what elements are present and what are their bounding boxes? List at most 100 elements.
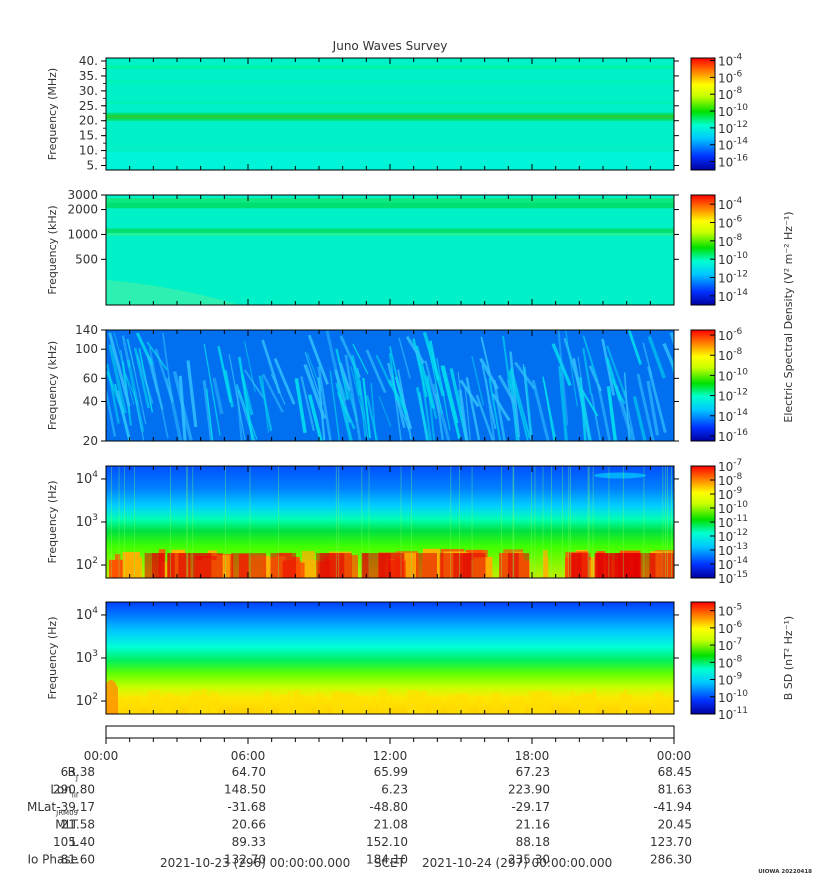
spectrogram-panel-1: 40.35.30.25.20.15.10.5. Frequency (MHz) 10… [46,53,748,173]
colorbar-label-electric: Electric Spectral Density (V² m⁻² Hz⁻¹) [782,211,795,422]
ephemeris-value: 6.23 [381,783,408,797]
colorbar-tick-label: 10-6 [718,327,743,343]
ytick-label: 500 [75,252,98,266]
colorbar-tick-label: 10-4 [718,53,743,69]
colorbar-tick-label: 10-12 [718,388,748,404]
colorbar-tick-label: 10-10 [718,251,748,267]
ytick-label: 3000 [67,188,98,202]
ytick-label: 40. [79,54,98,68]
ytick-label: 5. [87,159,98,173]
spectrogram-panel-3: 140 100 60 40 20 Frequency (kHz) 10-6 10-8 10-10… [46,323,748,448]
colorbar-tick-label: 10-12 [718,528,748,544]
ytick-label: 15. [79,129,98,143]
ytick-label: 60 [83,371,98,385]
time-scet-label: SCET [374,856,406,870]
ytick-label: 140 [75,323,98,337]
colorbar-tick-label: 10-5 [718,603,742,619]
time-tick-label: 06:00 [231,749,266,763]
spectrogram-image-2 [106,195,674,305]
ephemeris-value: 123.70 [650,835,692,849]
colorbar-tick-label: 10-14 [718,288,748,304]
ephemeris-value: 286.30 [650,853,692,867]
ephemeris-value: 21.58 [61,818,95,832]
colorbar-2: 10-4 10-6 10-8 10-10 10-12 10-14 [690,194,748,306]
ephemeris-value: 105.40 [53,835,95,849]
colorbar-tick-label: 10-15 [718,570,748,586]
ytick-label: 10. [79,144,98,158]
ytick-label: 40 [83,394,98,408]
y-axis-label: Frequency (kHz) [46,205,59,294]
ephemeris-value: 68.45 [658,765,692,779]
spectrogram-image-4 [106,466,674,578]
ytick-label: 103 [76,649,98,666]
colorbar-tick-label: 10-4 [718,196,743,212]
colorbar-tick-label: 10-8 [718,86,743,102]
y-axis-label: Frequency (MHz) [46,68,59,160]
ephemeris-value: -29.17 [511,800,550,814]
spectrogram-image-1 [106,58,674,170]
spectrogram-image-5 [106,602,674,714]
colorbar-label-magnetic: B SD (nT² Hz⁻¹) [782,616,795,700]
colorbar-tick-label: 10-16 [718,154,748,170]
colorbar-tick-label: 10-6 [718,215,743,231]
ytick-label: 20. [79,114,98,128]
colorbar-tick-label: 10-14 [718,137,748,153]
colorbar-tick-label: 10-8 [718,654,743,670]
colorbar-tick-label: 10-10 [718,689,748,705]
ephemeris-value: 67.23 [516,765,550,779]
ytick-label: 103 [76,513,98,530]
ephemeris-value: 88.18 [516,835,550,849]
colorbar-tick-label: 10-11 [718,514,748,530]
ytick-label: 1000 [67,227,98,241]
ephemeris-value: 21.08 [374,818,408,832]
ephemeris-value: -31.68 [227,800,266,814]
colorbar-tick-label: 10-14 [718,556,748,572]
ytick-label: 2000 [67,203,98,217]
ephemeris-label: MLT [55,818,78,832]
spectrogram-panel-4: 104 103 102 Frequency (Hz) 10-710-810-910-10… [46,458,748,586]
ytick-label: 20 [83,434,98,448]
ephemeris-value: 290.80 [53,783,95,797]
ytick-label: 104 [76,606,99,623]
plot-stamp: UIOWA 20220418 [758,869,812,875]
ytick-label: 30. [79,84,98,98]
ephemeris-value: -39.17 [56,800,95,814]
ephemeris-value: 64.70 [232,765,266,779]
colorbar-tick-label: 10-6 [718,620,743,636]
ephemeris-value: 235.30 [508,853,550,867]
ytick-label: 35. [79,69,98,83]
spectrogram-image-3 [106,330,674,441]
colorbar-tick-label: 10-7 [718,637,742,653]
ephemeris-value: 21.16 [516,818,550,832]
spectrogram-panel-5: 104 103 102 Frequency (Hz) 10-510-610-710-8 1… [46,601,748,722]
ephemeris-label: LonIII [50,783,78,800]
ytick-label: 102 [76,692,98,709]
ytick-label: 100 [75,342,98,356]
colorbar-tick-label: 10-10 [718,500,748,516]
y-axis-label: Frequency (kHz) [46,341,59,430]
colorbar-3: 10-6 10-8 10-10 10-12 10-14 10-16 [690,327,748,444]
colorbar-tick-label: 10-9 [718,486,743,502]
ephemeris-value: 20.45 [658,818,692,832]
colorbar-tick-label: 10-13 [718,542,748,558]
colorbar-tick-label: 10-8 [718,472,743,488]
colorbar-tick-label: 10-10 [718,103,748,119]
ephemeris-value: 184.10 [366,853,408,867]
colorbar-4: 10-710-810-910-1010-1110-1210-1310-1410-… [690,458,748,586]
ephemeris-value: 132.70 [224,853,266,867]
figure-title: Juno Waves Survey [332,39,448,53]
ephemeris-value: 20.66 [232,818,266,832]
time-tick-label: 00:00 [84,749,119,763]
ephemeris-value: 63.38 [61,765,95,779]
ephemeris-value: -48.80 [369,800,408,814]
y-axis-label: Frequency (Hz) [46,617,59,700]
ephemeris-label: Io Phase [27,853,78,867]
ephemeris-value: 223.90 [508,783,550,797]
ephemeris-value: 65.99 [374,765,408,779]
colorbar-tick-label: 10-9 [718,672,743,688]
ephemeris-label: L [71,835,78,849]
ephemeris-value: 148.50 [224,783,266,797]
